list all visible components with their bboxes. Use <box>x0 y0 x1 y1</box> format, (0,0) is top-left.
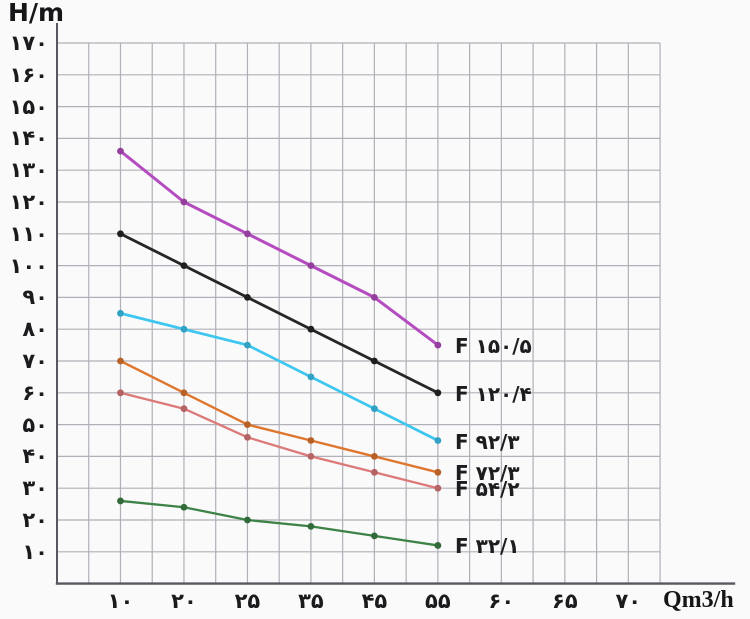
x-tick-20: ۲۰ <box>171 589 197 613</box>
data-point <box>307 325 315 333</box>
data-point <box>180 405 188 413</box>
data-point <box>117 230 124 238</box>
axes-lines <box>55 23 736 585</box>
data-point <box>371 468 378 476</box>
data-point <box>371 453 378 460</box>
data-point <box>117 497 124 505</box>
data-point <box>434 542 442 549</box>
data-point <box>244 421 251 428</box>
data-point <box>434 341 442 349</box>
series-line-f-120-4 <box>117 230 442 397</box>
data-point <box>307 522 315 530</box>
y-tick-60: ۶۰ <box>22 380 48 405</box>
data-point <box>117 309 124 317</box>
x-tick-35: ۳۵ <box>298 589 324 613</box>
series-line-f-150-5 <box>117 147 442 349</box>
data-point <box>244 294 251 301</box>
data-point <box>434 484 442 492</box>
curve-label-f-150-5: F ۱۵۰/۵ <box>455 334 532 359</box>
curve-label-f-120-4: F ۱۲۰/۴ <box>455 381 532 406</box>
data-point <box>434 437 442 444</box>
x-tick-65: ۶۵ <box>552 589 578 613</box>
data-point <box>180 325 188 333</box>
data-point <box>371 357 378 365</box>
series-line-f-32-1 <box>117 497 442 549</box>
data-point <box>307 262 315 269</box>
data-point <box>244 341 251 349</box>
curve-label-f-32-1: F ۳۲/۱ <box>455 534 520 559</box>
data-point <box>180 389 188 397</box>
curve-label-f-72-3: F ۷۲/۳ <box>455 461 520 486</box>
x-tick-55: ۵۵ <box>425 589 451 613</box>
data-point <box>180 503 188 511</box>
data-point <box>307 373 315 381</box>
data-point <box>244 516 251 524</box>
y-tick-20: ۲۰ <box>22 508 48 532</box>
y-tick-80: ۸۰ <box>22 317 48 342</box>
data-point <box>371 294 378 301</box>
y-tick-110: ۱۱۰ <box>9 221 48 246</box>
y-tick-170: ۱۷۰ <box>9 31 48 55</box>
x-tick-25: ۲۵ <box>234 589 261 613</box>
curve-label-f-92-3: F ۹۲/۳ <box>455 429 520 454</box>
data-point <box>117 389 124 397</box>
y-tick-30: ۳۰ <box>22 476 48 501</box>
data-point <box>180 262 188 269</box>
y-tick-90: ۹۰ <box>22 285 48 310</box>
series-line-f-72-3 <box>117 357 442 476</box>
x-axis-title: Qm3/h <box>663 587 734 613</box>
x-tick-60: ۶۰ <box>488 589 515 613</box>
data-point <box>434 468 442 476</box>
y-tick-140: ۱۴۰ <box>9 126 48 151</box>
data-point <box>244 230 251 238</box>
data-point <box>434 389 442 397</box>
y-tick-70: ۷۰ <box>22 349 48 373</box>
data-point <box>307 453 315 460</box>
series-line-f-92-3 <box>117 309 442 444</box>
y-tick-150: ۱۵۰ <box>9 94 48 119</box>
series-line-f-54-2 <box>117 389 442 492</box>
data-point <box>244 433 251 441</box>
y-tick-120: ۱۲۰ <box>9 190 48 214</box>
data-point <box>117 147 124 155</box>
grid-lines <box>57 42 661 584</box>
y-tick-10: ۱۰ <box>22 539 48 564</box>
x-tick-70: ۷۰ <box>615 589 642 613</box>
curve-label-f-54-2: F ۵۴/۲ <box>455 477 520 502</box>
data-point <box>307 437 315 444</box>
data-point <box>180 198 188 206</box>
data-point <box>117 357 124 365</box>
x-tick-45: ۴۵ <box>361 589 388 613</box>
y-tick-160: ۱۶۰ <box>9 62 48 87</box>
y-tick-40: ۴۰ <box>22 444 48 469</box>
y-tick-130: ۱۳۰ <box>9 158 48 183</box>
y-tick-50: ۵۰ <box>22 412 48 437</box>
y-tick-100: ۱۰۰ <box>9 253 48 278</box>
data-point <box>371 405 378 413</box>
y-axis-title: H/m <box>8 0 65 27</box>
x-tick-10: ۱۰ <box>107 589 134 613</box>
data-point <box>371 532 378 540</box>
